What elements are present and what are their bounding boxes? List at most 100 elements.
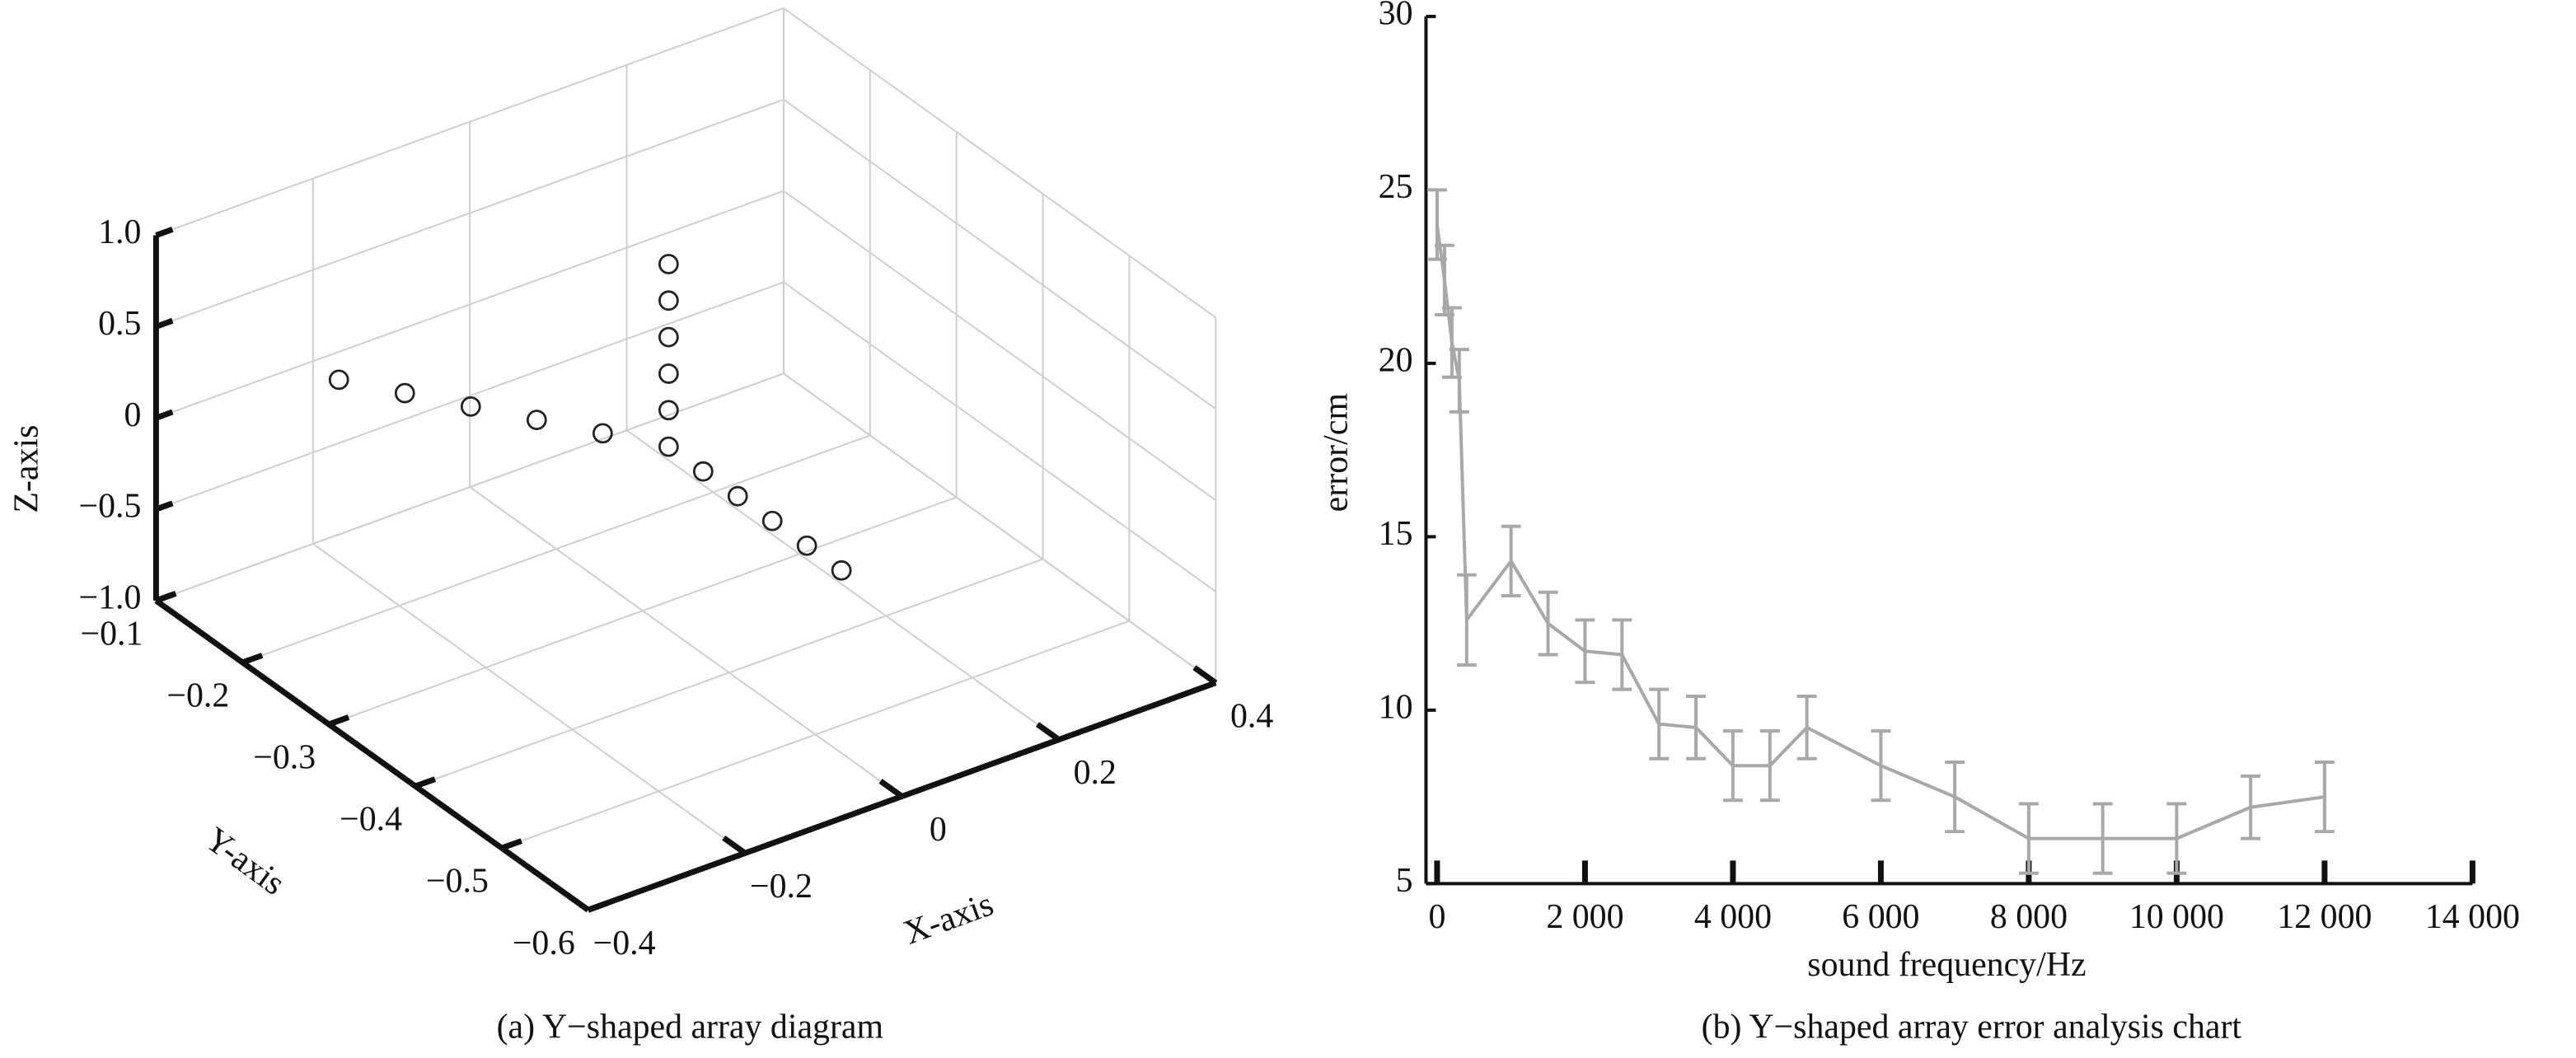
z-tick [155,500,174,513]
error-bar [1945,761,1965,834]
point [658,290,679,311]
z-tick-label: −1.0 [79,578,142,616]
y-tick-label: −0.2 [166,676,229,714]
x-tick-label: 8 000 [1990,898,2068,936]
y-tick-label: 25 [1379,168,1413,206]
point [328,369,349,391]
point [526,410,547,430]
y-tick [587,900,609,913]
y-tick-label: −0.3 [253,739,316,777]
error-bar [1575,618,1595,685]
y-tick-label: −0.5 [426,863,489,901]
z-tick-label: 1.0 [98,213,141,251]
error-bar [1871,729,1891,803]
caption: (a) Y−shaped array diagram [497,1009,883,1046]
grid-line [328,496,958,725]
error-bar [2241,774,2261,840]
point [658,436,679,457]
grid-line [783,281,1216,592]
grid-line [501,620,1130,850]
point [796,535,817,556]
x-tick-label: 0 [1428,898,1445,936]
y-tick-label: 15 [1379,515,1413,553]
z-tick-label: 0.5 [98,305,141,343]
y-tick [241,653,264,666]
error-bar [2018,802,2039,875]
z-tick [155,409,174,421]
z-tick [155,317,174,330]
error-bar [1449,348,1469,414]
y-tick [500,838,522,851]
y-tick-label: −0.4 [340,801,402,839]
error-bar [2092,802,2113,875]
point [658,326,679,348]
x-axis-label: X-axis [899,885,999,952]
grid-line [156,190,785,419]
grid-line [783,98,1216,410]
grid-line [156,7,785,236]
point [761,510,783,531]
x-tick [1192,665,1218,686]
grid-line [415,558,1043,788]
x-tick-label: 0.2 [1074,754,1117,792]
x-tick-label: 4 000 [1694,898,1772,936]
error-bar [1456,573,1477,667]
caption: (b) Y−shaped array error analysis chart [1702,1009,2242,1046]
x-tick-label: 14 000 [2425,898,2520,936]
x-tick-label: 10 000 [2129,898,2224,936]
x-tick [878,779,904,799]
grid-line [625,429,1060,741]
error-bar [1538,590,1558,657]
x-tick [722,835,747,856]
y-tick-label: −0.1 [81,615,143,653]
x-tick [564,892,590,913]
grid-line [156,98,785,328]
x-tick [1035,722,1061,742]
y-axis [154,598,590,913]
y-tick [155,590,177,604]
error-bar [1501,524,1521,597]
point [692,461,714,482]
point [592,423,613,444]
y-axis-label: error/cm [1317,393,1355,512]
grid-line [312,543,746,854]
x-tick-label: 6 000 [1842,898,1919,936]
y-tick [327,714,350,728]
point [658,254,679,274]
grid-line [469,486,903,798]
error-bar [1796,695,1817,761]
grid-line [783,372,1216,684]
x-tick-label: 2 000 [1546,898,1623,936]
x-tick-label: 0 [930,811,947,849]
point [394,382,415,404]
y-tick-label: 20 [1379,342,1413,380]
y-tick-label: 10 [1379,688,1413,726]
point [727,485,748,507]
z-axis-label: Z-axis [8,425,46,513]
error-bar [1649,687,1670,761]
y-tick-label: 30 [1379,0,1413,33]
z-tick-label: 0 [124,396,142,434]
error-bar [1759,729,1780,803]
y-tick-label: 5 [1396,862,1413,900]
grid-line [783,7,1216,319]
x-axis-label: sound frequency/Hz [1807,946,2086,984]
y-axis-label: Y-axis [198,821,292,903]
error-bar [1722,729,1743,803]
grid-line [783,190,1216,501]
point [460,396,481,417]
y-tick-label: −0.6 [513,925,575,962]
error-bar [1612,618,1632,691]
error-bar [2314,761,2335,834]
grid-line [156,372,785,602]
grid-line [156,281,785,510]
z-tick [155,227,174,238]
x-tick-label: −0.4 [593,925,656,962]
error-bar [2166,802,2187,875]
grid-line [241,434,871,663]
point [658,363,679,384]
z-tick-label: −0.5 [79,488,142,526]
y-tick [414,776,437,789]
